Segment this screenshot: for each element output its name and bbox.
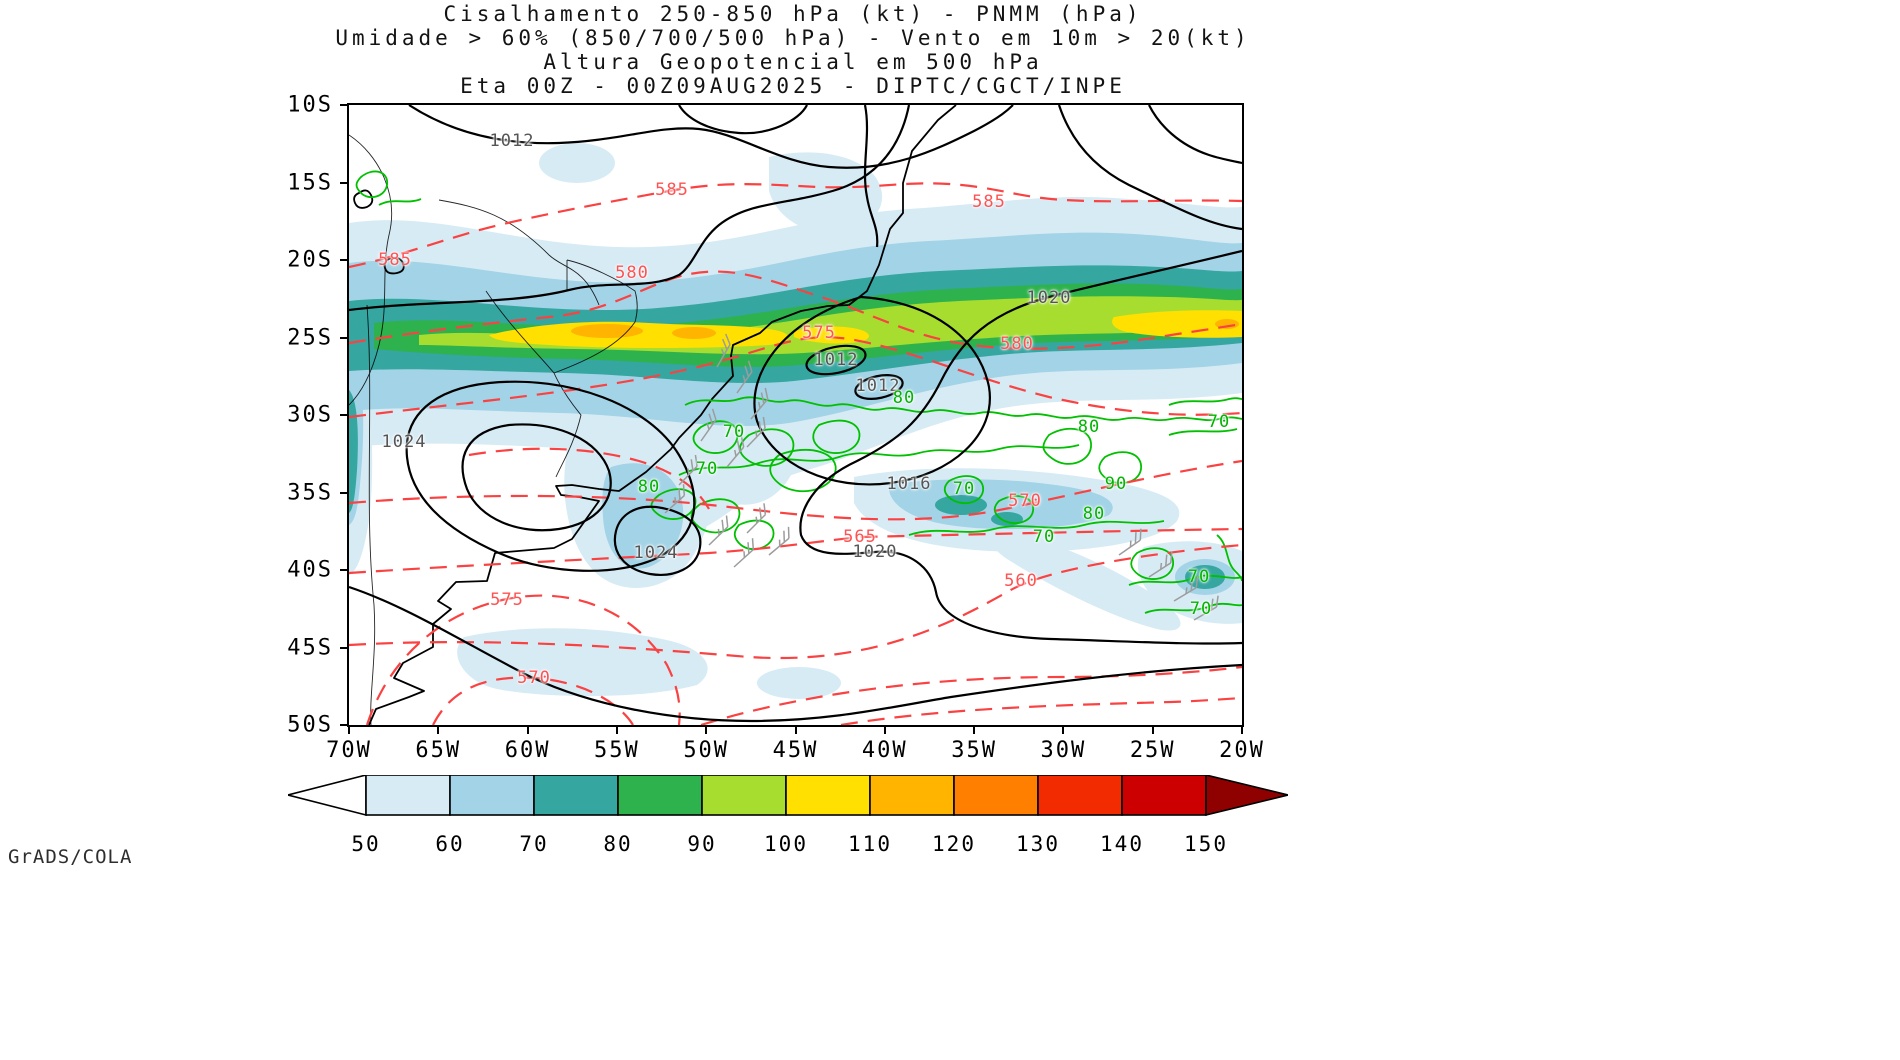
lat-tick xyxy=(340,336,349,339)
lon-tick-label: 45W xyxy=(772,738,819,763)
geopotential-contour-layer xyxy=(349,182,1242,725)
colorbar-tick-label: 120 xyxy=(932,832,976,856)
shear-shading-layer xyxy=(349,143,1242,699)
colorbar-segment xyxy=(617,775,703,816)
lon-tick-label: 60W xyxy=(504,738,551,763)
colorbar-tick-label: 140 xyxy=(1100,832,1144,856)
lon-tick xyxy=(526,725,529,734)
title-line-3: Altura Geopotencial em 500 hPa xyxy=(543,50,1043,74)
colorbar-under-arrow xyxy=(288,775,367,817)
lon-tick xyxy=(437,725,440,734)
colorbar-segment xyxy=(701,775,787,816)
lat-tick xyxy=(340,259,349,261)
lat-tick-label: 30S xyxy=(287,402,333,428)
lon-tick xyxy=(348,725,350,734)
pressure-contour-layer xyxy=(349,105,1242,723)
lon-tick-label: 30W xyxy=(1040,738,1087,763)
colorbar-segment xyxy=(1121,775,1207,816)
colorbar-tick-label: 60 xyxy=(435,832,464,856)
lon-tick xyxy=(973,725,976,734)
lon-tick-label: 20W xyxy=(1219,738,1265,763)
map-plot-area: 1012 1020 1012 1012 1016 1024 1024 1020 585 585 58… xyxy=(287,93,1263,764)
colorbar-tick-label: 110 xyxy=(848,832,892,856)
colorbar-segment xyxy=(1037,775,1123,816)
lat-tick-label: 35S xyxy=(287,480,333,505)
lat-tick-label: 15S xyxy=(287,170,333,195)
map-svg xyxy=(349,105,1242,725)
title-block: Cisalhamento 250-850 hPa (kt) - PNMM (hP… xyxy=(293,2,1293,98)
colorbar-tick-label: 80 xyxy=(603,832,632,856)
lat-tick-label: 50S xyxy=(287,712,333,738)
lon-tick xyxy=(1062,725,1065,734)
lat-tick xyxy=(340,491,349,494)
colorbar-segment xyxy=(365,775,451,816)
lat-tick xyxy=(340,414,349,416)
lon-tick-label: 55W xyxy=(594,738,640,763)
colorbar-tick-label: 90 xyxy=(687,832,716,856)
colorbar-segment xyxy=(533,775,619,816)
lon-tick xyxy=(883,725,886,734)
lat-tick xyxy=(340,104,349,106)
lat-tick-label: 25S xyxy=(287,325,333,350)
colorbar-segment xyxy=(953,775,1039,816)
grads-credit: GrADS/COLA xyxy=(8,846,133,868)
lon-tick xyxy=(1151,725,1154,734)
lon-tick-label: 25W xyxy=(1129,738,1176,763)
lon-tick xyxy=(1241,725,1243,734)
colorbar-tick-label: 100 xyxy=(764,832,808,856)
lon-tick xyxy=(615,725,618,734)
lat-tick-label: 40S xyxy=(287,557,333,583)
lat-tick xyxy=(340,724,349,726)
colorbar-tick-label: 150 xyxy=(1184,832,1228,856)
colorbar-over-arrow xyxy=(1205,775,1288,817)
colorbar-tick-label: 130 xyxy=(1016,832,1060,856)
colorbar-tick-label: 50 xyxy=(351,832,380,856)
colorbar-segment xyxy=(785,775,871,816)
lon-tick-label: 70W xyxy=(326,738,372,763)
lat-tick xyxy=(340,181,349,184)
lat-tick xyxy=(340,646,349,649)
lon-tick-label: 40W xyxy=(861,738,908,763)
title-line-2: Umidade > 60% (850/700/500 hPa) - Vento … xyxy=(335,26,1251,50)
lat-tick-label: 20S xyxy=(287,247,333,273)
title-line-4: Eta 00Z - 00Z09AUG2025 - DIPTC/CGCT/INPE xyxy=(460,74,1126,98)
lat-tick-label: 45S xyxy=(287,635,333,660)
lon-tick xyxy=(705,725,708,734)
lon-tick-label: 65W xyxy=(415,738,462,763)
lon-tick-label: 35W xyxy=(951,738,997,763)
colorbar-segment xyxy=(449,775,535,816)
lon-tick-label: 50W xyxy=(683,738,730,763)
title-line-1: Cisalhamento 250-850 hPa (kt) - PNMM (hP… xyxy=(443,2,1143,26)
lon-tick xyxy=(794,725,797,734)
lat-tick xyxy=(340,569,349,571)
colorbar-tick-label: 70 xyxy=(519,832,548,856)
colorbar: 50 60 70 80 90 100 110 120 130 140 150 xyxy=(288,775,1288,856)
colorbar-segment xyxy=(869,775,955,816)
